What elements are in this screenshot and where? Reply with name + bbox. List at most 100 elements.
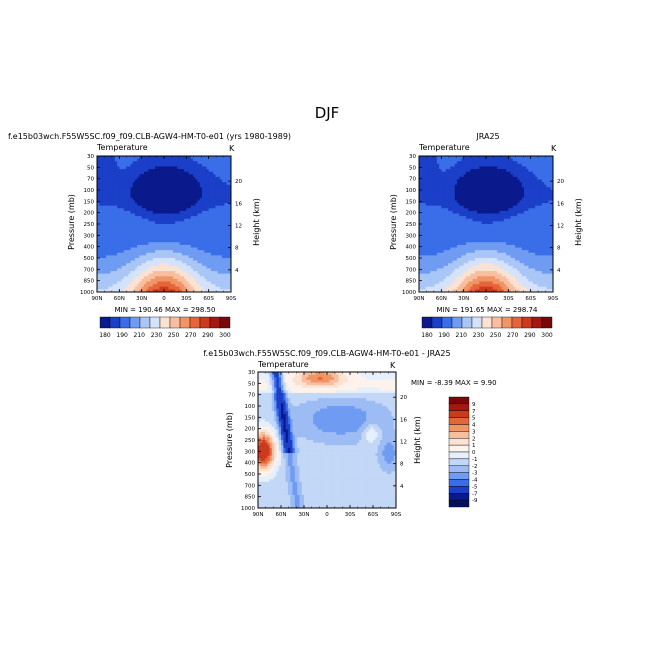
panel-obs-cell <box>512 195 516 199</box>
panel-model-cell <box>105 216 109 220</box>
panel-obs-cell <box>432 203 436 207</box>
panel-model-cell <box>172 231 176 236</box>
panel-model-cell <box>166 226 170 230</box>
panel-obs-cell <box>515 184 518 188</box>
panel-obs-cell <box>483 156 487 160</box>
panel-model-cell <box>130 224 134 228</box>
panel-model-cell <box>103 163 107 168</box>
panel-obs-cell <box>492 200 496 204</box>
panel-obs-cell <box>423 226 427 230</box>
panel-model-cell <box>99 263 103 267</box>
panel-obs-cell <box>419 229 422 233</box>
panel-model-cell <box>108 195 111 199</box>
panel-obs-cell <box>499 163 503 168</box>
panel-model-cell <box>128 281 132 285</box>
panel-model-cell <box>159 234 163 238</box>
panel-obs-cell <box>548 179 552 183</box>
panel-obs-cell <box>436 163 440 168</box>
panel-model-cell <box>170 171 174 175</box>
panel-model-cell <box>146 166 149 170</box>
panel-obs-cell <box>468 156 471 160</box>
panel-obs-cell <box>519 176 523 181</box>
panel-model-cell <box>215 242 219 246</box>
panel-model-cell <box>117 276 120 280</box>
panel-model-colorbar-box <box>99 316 111 329</box>
panel-model-cell <box>99 242 103 246</box>
panel-model-cell <box>112 208 116 212</box>
panel-obs-cell <box>427 213 431 217</box>
panel-model-cell <box>193 182 196 186</box>
panel-model-cell <box>204 221 208 225</box>
panel-obs-cell <box>468 190 471 194</box>
panel-model-cell <box>121 158 125 162</box>
panel-model-cell <box>217 224 221 228</box>
panel-model-cell <box>195 281 199 285</box>
panel-model-cell <box>108 176 111 181</box>
panel-model-cell <box>128 224 132 228</box>
panel-model-cell <box>121 250 125 254</box>
panel-model-cell <box>114 174 118 178</box>
panel-model-cell <box>112 268 116 272</box>
panel-model-cell <box>215 184 219 188</box>
panel-model-cell <box>150 271 154 275</box>
panel-obs-cell <box>430 218 433 222</box>
panel-obs-cell <box>523 161 527 165</box>
panel-model-cell <box>148 158 152 162</box>
panel-model-cell <box>148 284 152 288</box>
panel-model-cell <box>99 252 103 256</box>
panel-obs-cell <box>463 192 467 196</box>
panel-obs-cell <box>532 174 536 178</box>
panel-model-cell <box>155 179 158 183</box>
panel-model-cell <box>188 289 192 292</box>
panel-model-cell <box>132 231 136 236</box>
panel-model-cell <box>150 260 154 264</box>
panel-model-cell <box>143 281 147 285</box>
panel-model-cell <box>168 192 172 196</box>
panel-model-cell <box>148 210 152 215</box>
panel-obs-cell <box>468 216 471 220</box>
panel-obs-cell <box>439 226 442 230</box>
panel-obs-cell <box>515 174 518 178</box>
panel-model-cell <box>130 179 134 183</box>
panel-model-cell <box>128 255 132 259</box>
panel-model-cell <box>184 156 187 160</box>
panel-obs-cell <box>454 210 458 215</box>
panel-obs-cell <box>523 169 527 173</box>
panel-model-cell <box>161 229 165 233</box>
panel-obs-cell <box>439 187 442 191</box>
panel-obs-cell <box>477 208 480 212</box>
panel-obs-cell <box>463 182 467 186</box>
panel-obs-cell <box>441 187 445 191</box>
panel-model-cell <box>141 184 145 188</box>
panel-obs-cell <box>497 161 500 165</box>
panel-model-cell <box>168 174 172 178</box>
panel-model-cell <box>181 273 185 277</box>
panel-model-cell <box>141 187 145 191</box>
panel-model-cell <box>195 268 199 272</box>
panel-model-cell <box>190 169 194 173</box>
panel-model-cell <box>166 260 170 264</box>
panel-model-cell <box>126 169 129 173</box>
panel-model-cell <box>195 158 199 162</box>
panel-obs-cell <box>503 229 507 233</box>
panel-obs-cell <box>503 163 507 168</box>
panel-model-cell <box>155 166 158 170</box>
panel-model-cell <box>190 265 194 270</box>
panel-obs-cell <box>434 190 438 194</box>
panel-obs-cell <box>436 213 440 217</box>
panel-obs-cell <box>474 229 478 233</box>
panel-model-cell <box>177 237 181 241</box>
panel-obs-cell <box>503 176 507 181</box>
panel-model-cell <box>137 158 141 162</box>
panel-model-cell <box>195 255 199 259</box>
panel-obs-cell <box>517 174 521 178</box>
panel-obs-cell <box>425 176 429 181</box>
panel-obs-cell <box>432 166 436 170</box>
panel-diff-stats: MIN = -8.39 MAX = 9.90 <box>411 379 497 387</box>
panel-model-cell <box>105 166 109 170</box>
panel-obs-cell <box>423 224 427 228</box>
panel-obs-cell <box>421 176 425 181</box>
panel-model-cell <box>175 281 178 285</box>
panel-obs-cell <box>544 213 547 217</box>
panel-obs-cell <box>479 221 483 225</box>
